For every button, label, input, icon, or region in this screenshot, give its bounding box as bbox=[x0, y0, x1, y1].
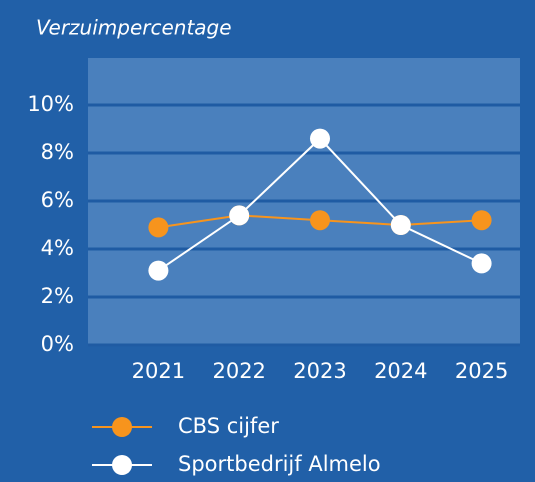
y-tick-label: 0% bbox=[41, 332, 74, 356]
y-tick-label: 6% bbox=[41, 188, 74, 212]
data-point bbox=[148, 217, 169, 238]
y-tick-label: 4% bbox=[41, 236, 74, 260]
legend-label: Sportbedrijf Almelo bbox=[178, 452, 381, 476]
data-point bbox=[310, 128, 330, 149]
y-tick-label: 10% bbox=[27, 92, 74, 116]
y-tick-label: 8% bbox=[41, 140, 74, 164]
y-tick-label: 2% bbox=[41, 284, 74, 308]
data-point bbox=[471, 210, 492, 231]
x-tick-label: 2022 bbox=[212, 359, 265, 383]
legend-label: CBS cijfer bbox=[178, 414, 279, 438]
legend-marker bbox=[112, 455, 132, 475]
chart-title: Verzuimpercentage bbox=[36, 16, 232, 40]
data-point bbox=[148, 260, 169, 281]
data-point bbox=[310, 210, 330, 231]
x-tick-label: 2025 bbox=[455, 359, 508, 383]
x-tick-label: 2024 bbox=[374, 359, 427, 383]
x-tick-label: 2021 bbox=[132, 359, 185, 383]
data-point bbox=[390, 215, 411, 235]
data-point bbox=[471, 253, 492, 274]
data-point bbox=[229, 205, 250, 226]
x-tick-label: 2023 bbox=[293, 359, 346, 383]
legend-marker bbox=[112, 417, 132, 437]
